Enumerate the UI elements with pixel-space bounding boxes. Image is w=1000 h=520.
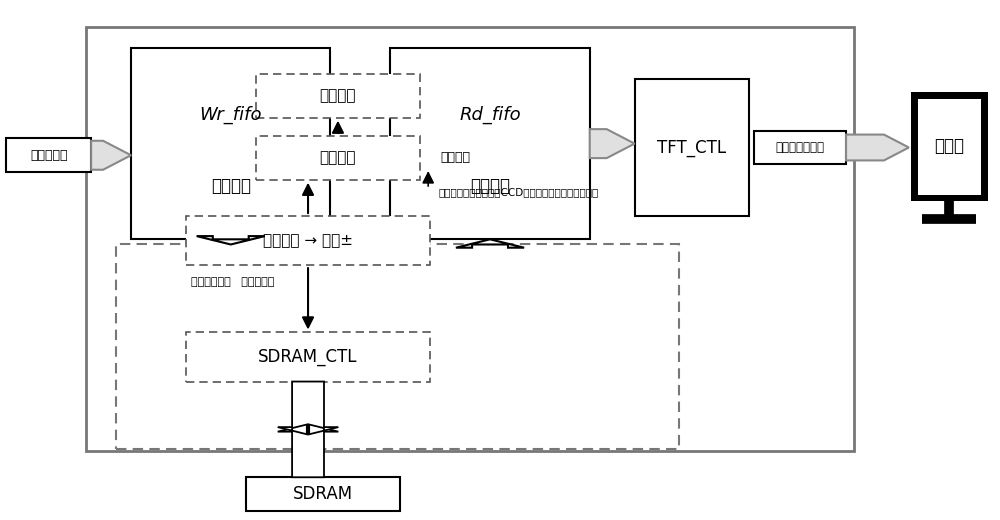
Bar [246,477,400,511]
Bar [6,138,91,172]
Text: 光印生成: 光印生成 [320,150,356,165]
Text: 源视频输入: 源视频输入 [30,149,68,162]
Polygon shape [846,135,909,161]
Polygon shape [278,427,338,477]
Bar [186,216,430,265]
Text: 含光印视频输出: 含光印视频输出 [776,141,825,154]
Bar [256,74,420,118]
Text: 灰度矩阵: 灰度矩阵 [440,151,470,164]
Bar [911,92,988,201]
Text: 调光：产生肉眼无感、CCD可感知到灰度差的发光光谱: 调光：产生肉眼无感、CCD可感知到灰度差的发光光谱 [438,188,598,198]
Bar [86,27,854,451]
Polygon shape [590,129,635,158]
Bar [256,136,420,180]
Text: 光谱叠加: 光谱叠加 [320,88,356,103]
Bar [186,332,430,382]
Text: TFT_CTL: TFT_CTL [657,138,727,157]
Text: 视频分帧: 视频分帧 [211,177,251,194]
Text: 视频合帧: 视频合帧 [470,177,510,194]
Bar [635,79,749,216]
Polygon shape [278,382,338,432]
Bar [390,48,590,239]
Text: 分钟动态控制   特征码控制: 分钟动态控制 特征码控制 [191,277,274,287]
Bar [918,99,981,195]
Polygon shape [197,236,265,244]
Text: Wr_fifo: Wr_fifo [200,106,262,124]
Polygon shape [91,141,131,170]
Bar [131,48,330,239]
Text: 二维矩阵 → 灰度±: 二维矩阵 → 灰度± [263,233,353,248]
Text: 显示屏: 显示屏 [934,137,964,155]
Text: SDRAM: SDRAM [293,485,353,503]
Bar [754,132,846,163]
Polygon shape [456,239,524,248]
Text: Rd_fifo: Rd_fifo [459,106,521,124]
Bar [116,244,679,449]
Text: SDRAM_CTL: SDRAM_CTL [258,348,358,366]
